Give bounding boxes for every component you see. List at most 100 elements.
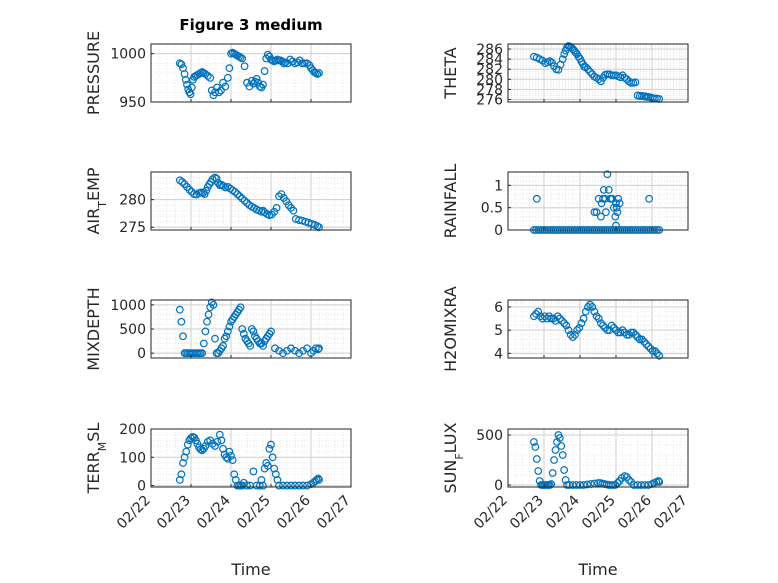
data-point xyxy=(650,347,659,355)
data-point xyxy=(555,434,564,442)
plot-area xyxy=(508,172,688,230)
data-point xyxy=(252,74,261,83)
data-point xyxy=(187,434,195,442)
data-point xyxy=(217,86,225,95)
data-point xyxy=(532,194,541,203)
data-point xyxy=(275,481,283,490)
data-point xyxy=(607,321,616,330)
data-point xyxy=(299,481,307,490)
data-point xyxy=(654,477,663,485)
data-point xyxy=(581,307,590,316)
data-point xyxy=(603,170,612,179)
y-tick-label: 278 xyxy=(476,82,503,98)
data-point xyxy=(196,69,205,77)
data-point xyxy=(177,317,186,326)
y-axis-label: AIRTEMP xyxy=(84,167,109,234)
data-point xyxy=(235,192,244,201)
data-point xyxy=(238,325,247,333)
data-point xyxy=(618,71,627,80)
data-point xyxy=(604,185,613,194)
axes-frame xyxy=(507,171,689,231)
y-tick-label: 282 xyxy=(476,62,503,78)
data-point xyxy=(263,461,272,470)
data-point xyxy=(561,476,570,484)
data-point xyxy=(558,55,567,64)
data-point xyxy=(259,342,267,350)
data-point xyxy=(599,194,607,203)
data-point xyxy=(225,322,234,331)
data-point xyxy=(586,67,594,76)
y-axis-label: PRESSURE xyxy=(84,31,103,115)
y-tick-label: 284 xyxy=(476,52,503,68)
data-point xyxy=(550,456,558,464)
data-point xyxy=(618,326,627,335)
data-point xyxy=(199,339,208,348)
x-tick-label: 02/23 xyxy=(507,493,547,533)
x-tick-label: 02/26 xyxy=(615,492,655,532)
y-tick-label: 0 xyxy=(494,223,503,239)
data-point xyxy=(246,342,255,350)
data-point xyxy=(300,59,309,68)
data-point xyxy=(633,481,642,489)
data-point xyxy=(615,199,624,208)
data-point xyxy=(223,327,232,336)
x-tick-label: 02/27 xyxy=(314,493,354,533)
data-point xyxy=(272,204,281,212)
data-point xyxy=(625,476,633,484)
data-point xyxy=(239,329,248,338)
data-point xyxy=(286,55,295,64)
data-point xyxy=(270,207,279,216)
data-point xyxy=(576,481,584,489)
y-tick-label: 1000 xyxy=(110,298,146,314)
data-point xyxy=(219,342,227,350)
y-tick-label: 6 xyxy=(494,300,503,316)
data-point xyxy=(640,481,649,489)
data-point xyxy=(287,481,295,490)
y-tick-label: 275 xyxy=(119,220,146,236)
data-point xyxy=(633,333,642,342)
data-point xyxy=(201,327,210,336)
data-point xyxy=(283,481,291,490)
data-point xyxy=(611,481,620,489)
data-point xyxy=(612,199,620,208)
data-point xyxy=(225,64,234,73)
data-point xyxy=(614,194,623,203)
x-tick-label: 02/23 xyxy=(154,493,194,533)
data-point xyxy=(179,332,187,341)
panel-terr_msl: 0 100 200 02/22 02/23 02/24 02/25 02/26 02/27 TER… xyxy=(84,422,354,579)
data-point xyxy=(275,192,283,201)
data-point xyxy=(177,470,186,479)
data-point xyxy=(599,321,607,330)
data-point xyxy=(211,334,219,343)
data-point xyxy=(554,65,563,74)
data-point xyxy=(212,174,221,183)
data-point xyxy=(213,437,222,446)
data-point xyxy=(182,447,191,456)
data-point xyxy=(560,50,569,58)
data-point xyxy=(231,187,239,196)
data-point xyxy=(185,185,194,194)
data-point xyxy=(315,476,323,484)
data-point xyxy=(236,303,245,312)
data-point xyxy=(596,319,605,328)
data-point xyxy=(551,446,560,454)
data-point xyxy=(268,453,277,462)
data-point xyxy=(279,481,287,490)
data-point xyxy=(592,312,601,321)
data-point xyxy=(565,481,574,489)
data-point xyxy=(575,323,584,332)
data-point xyxy=(531,443,540,451)
data-point xyxy=(201,442,210,450)
data-point xyxy=(249,327,258,336)
data-point xyxy=(267,327,275,336)
data-point xyxy=(277,190,286,198)
data-point xyxy=(646,344,655,353)
data-point xyxy=(299,346,307,355)
axes-frame xyxy=(507,299,689,359)
data-point xyxy=(275,346,283,355)
data-point xyxy=(642,340,651,348)
data-point xyxy=(259,80,267,89)
